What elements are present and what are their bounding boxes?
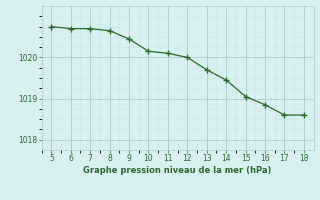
X-axis label: Graphe pression niveau de la mer (hPa): Graphe pression niveau de la mer (hPa) xyxy=(84,166,272,175)
